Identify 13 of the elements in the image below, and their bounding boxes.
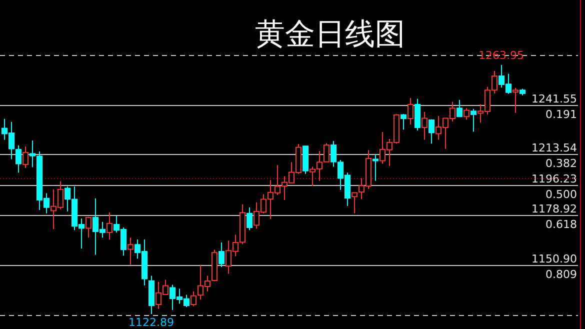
annotation: 0.500 (546, 188, 577, 201)
ref-line-label: 1196.23 (532, 172, 577, 186)
ref-line-label: 1241.55 (532, 92, 577, 106)
title: 黄金日线图 (255, 17, 405, 52)
ref-line-label: 1178.92 (532, 202, 577, 216)
ref-line-label: 1213.54 (532, 142, 577, 154)
annotation: 0.618 (546, 218, 577, 231)
annotation: 1263.95 (478, 48, 524, 62)
annotation: 0.191 (546, 108, 577, 121)
annotation: 0.809 (546, 268, 577, 281)
ref-line-label: 1150.90 (532, 252, 577, 266)
annotation: 0.382 (546, 157, 577, 170)
annotation: 1122.89 (128, 316, 174, 329)
